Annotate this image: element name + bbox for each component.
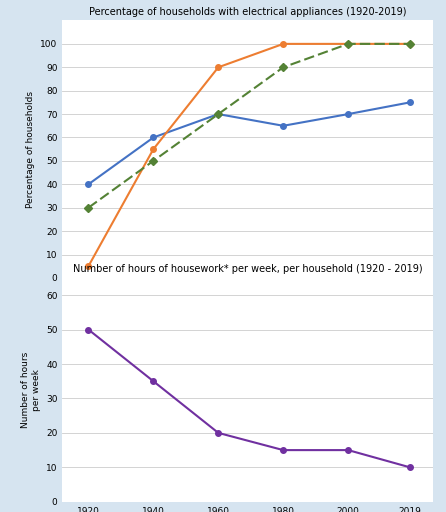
Y-axis label: Number of hours
per week: Number of hours per week (21, 352, 41, 428)
Y-axis label: Percentage of households: Percentage of households (26, 91, 35, 208)
Title: Percentage of households with electrical appliances (1920-2019): Percentage of households with electrical… (89, 7, 406, 17)
Title: Number of hours of housework* per week, per household (1920 - 2019): Number of hours of housework* per week, … (73, 264, 422, 274)
X-axis label: Year: Year (237, 294, 258, 305)
Legend: Washing machine, Refrigerator, Vacuum cleaner: Washing machine, Refrigerator, Vacuum cl… (63, 315, 339, 333)
